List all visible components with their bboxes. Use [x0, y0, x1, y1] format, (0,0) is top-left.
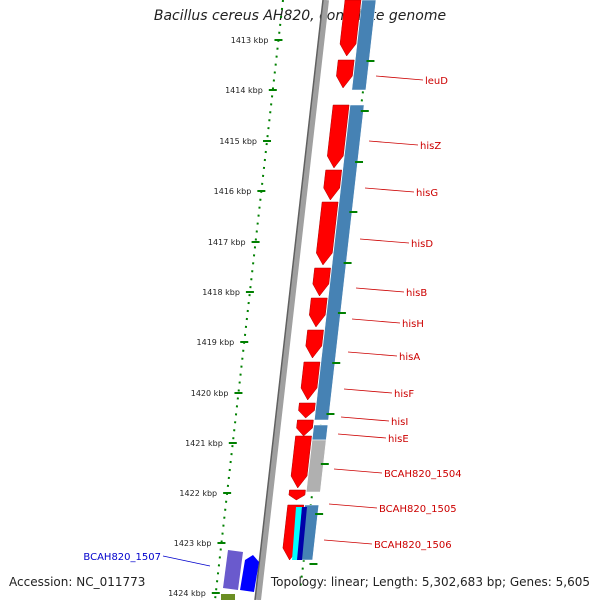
- forward-gene-arrow[interactable]: [323, 169, 343, 201]
- kbp-tick-label: 1415 kbp: [219, 137, 257, 146]
- gene-label[interactable]: BCAH820_1504: [384, 469, 462, 480]
- gene-leader-line: [364, 187, 415, 193]
- forward-gene-arrow[interactable]: [298, 402, 316, 419]
- gene-label[interactable]: hisF: [394, 389, 414, 400]
- kbp-tick-label: 1419 kbp: [197, 338, 235, 347]
- gene-label[interactable]: BCAH820_1505: [379, 504, 457, 515]
- gene-leader-line: [359, 238, 410, 244]
- cds-band: [298, 0, 377, 561]
- gene-leader-line: [343, 388, 393, 394]
- gene-label[interactable]: hisD: [411, 239, 433, 250]
- kbp-tick-label: 1416 kbp: [214, 187, 252, 196]
- genome-summary: Topology: linear; Length: 5,302,683 bp; …: [270, 575, 590, 589]
- cds-segment: [305, 439, 327, 493]
- cds-segment: [314, 104, 365, 421]
- gene-leader-line: [323, 539, 373, 545]
- genome-backbone: [255, 0, 329, 600]
- forward-gene-arrow[interactable]: [296, 419, 314, 437]
- kbp-tick-label: 1418 kbp: [202, 288, 240, 297]
- forward-gene-arrow[interactable]: [316, 201, 339, 266]
- forward-gene-arrow[interactable]: [339, 0, 362, 57]
- kbp-tick-label: 1420 kbp: [191, 389, 229, 398]
- forward-gene-arrow[interactable]: [288, 489, 306, 501]
- gene-labels: leuD hisZ hisG hisD hisB hisH hisA hisF hisI hisE…: [83, 75, 462, 567]
- cds-segment: [351, 0, 377, 91]
- gene-label[interactable]: hisI: [391, 417, 408, 428]
- forward-gene-arrow[interactable]: [309, 297, 328, 328]
- genome-backbone-edge: [254, 0, 324, 600]
- gene-leader-line: [340, 416, 390, 422]
- gene-label[interactable]: hisB: [406, 288, 427, 299]
- gene-leader-line: [375, 75, 424, 81]
- cds-feature-navy: [297, 507, 307, 560]
- forward-gene-arrow[interactable]: [312, 267, 331, 297]
- kbp-tick-label: 1413 kbp: [231, 36, 269, 45]
- gene-label[interactable]: leuD: [425, 76, 448, 87]
- gene-label[interactable]: hisE: [388, 434, 409, 445]
- gene-leader-line: [355, 287, 405, 293]
- kbp-tick-label: 1417 kbp: [208, 238, 246, 247]
- gene-leader-line: [351, 318, 401, 324]
- gene-leader-line: [347, 351, 398, 357]
- kbp-tick-label: 1422 kbp: [179, 489, 217, 498]
- gene-label[interactable]: hisG: [416, 188, 438, 199]
- forward-gene-arrow[interactable]: [305, 329, 324, 359]
- gene-leader-line: [328, 503, 378, 509]
- forward-gene-arrow[interactable]: [327, 104, 350, 169]
- cds-feature-cyan: [292, 507, 302, 560]
- accession-text: Accession: NC_011773: [9, 575, 146, 589]
- kbp-tick-label: 1424 kbp: [168, 589, 206, 598]
- reverse-gene-arrow[interactable]: [240, 555, 259, 592]
- gene-label[interactable]: BCAH820_1507: [83, 552, 161, 563]
- kbp-ticks: 1413 kbp 1414 kbp 1415 kbp 1416 kbp 1417 kbp…: [168, 36, 375, 598]
- gene-arrows: [221, 0, 362, 600]
- kbp-tick-label: 1414 kbp: [225, 86, 263, 95]
- cds-segment: [311, 424, 329, 441]
- gene-leader-line: [337, 433, 387, 439]
- gene-label[interactable]: BCAH820_1506: [374, 540, 452, 551]
- gene-leader-line: [162, 555, 211, 567]
- forward-gene-arrow[interactable]: [300, 361, 321, 401]
- gene-label[interactable]: hisH: [402, 319, 424, 330]
- kbp-tick-label: 1423 kbp: [174, 539, 212, 548]
- gene-label[interactable]: hisZ: [420, 141, 441, 152]
- cds-feature-olive: [221, 594, 235, 600]
- forward-gene-arrow[interactable]: [290, 435, 312, 489]
- kbp-tick-label: 1421 kbp: [185, 439, 223, 448]
- forward-gene-arrow[interactable]: [336, 59, 355, 89]
- gene-leader-line: [368, 140, 419, 146]
- gene-label[interactable]: hisA: [399, 352, 420, 363]
- gene-leader-line: [333, 468, 383, 474]
- reverse-gene-arrow[interactable]: [223, 550, 243, 590]
